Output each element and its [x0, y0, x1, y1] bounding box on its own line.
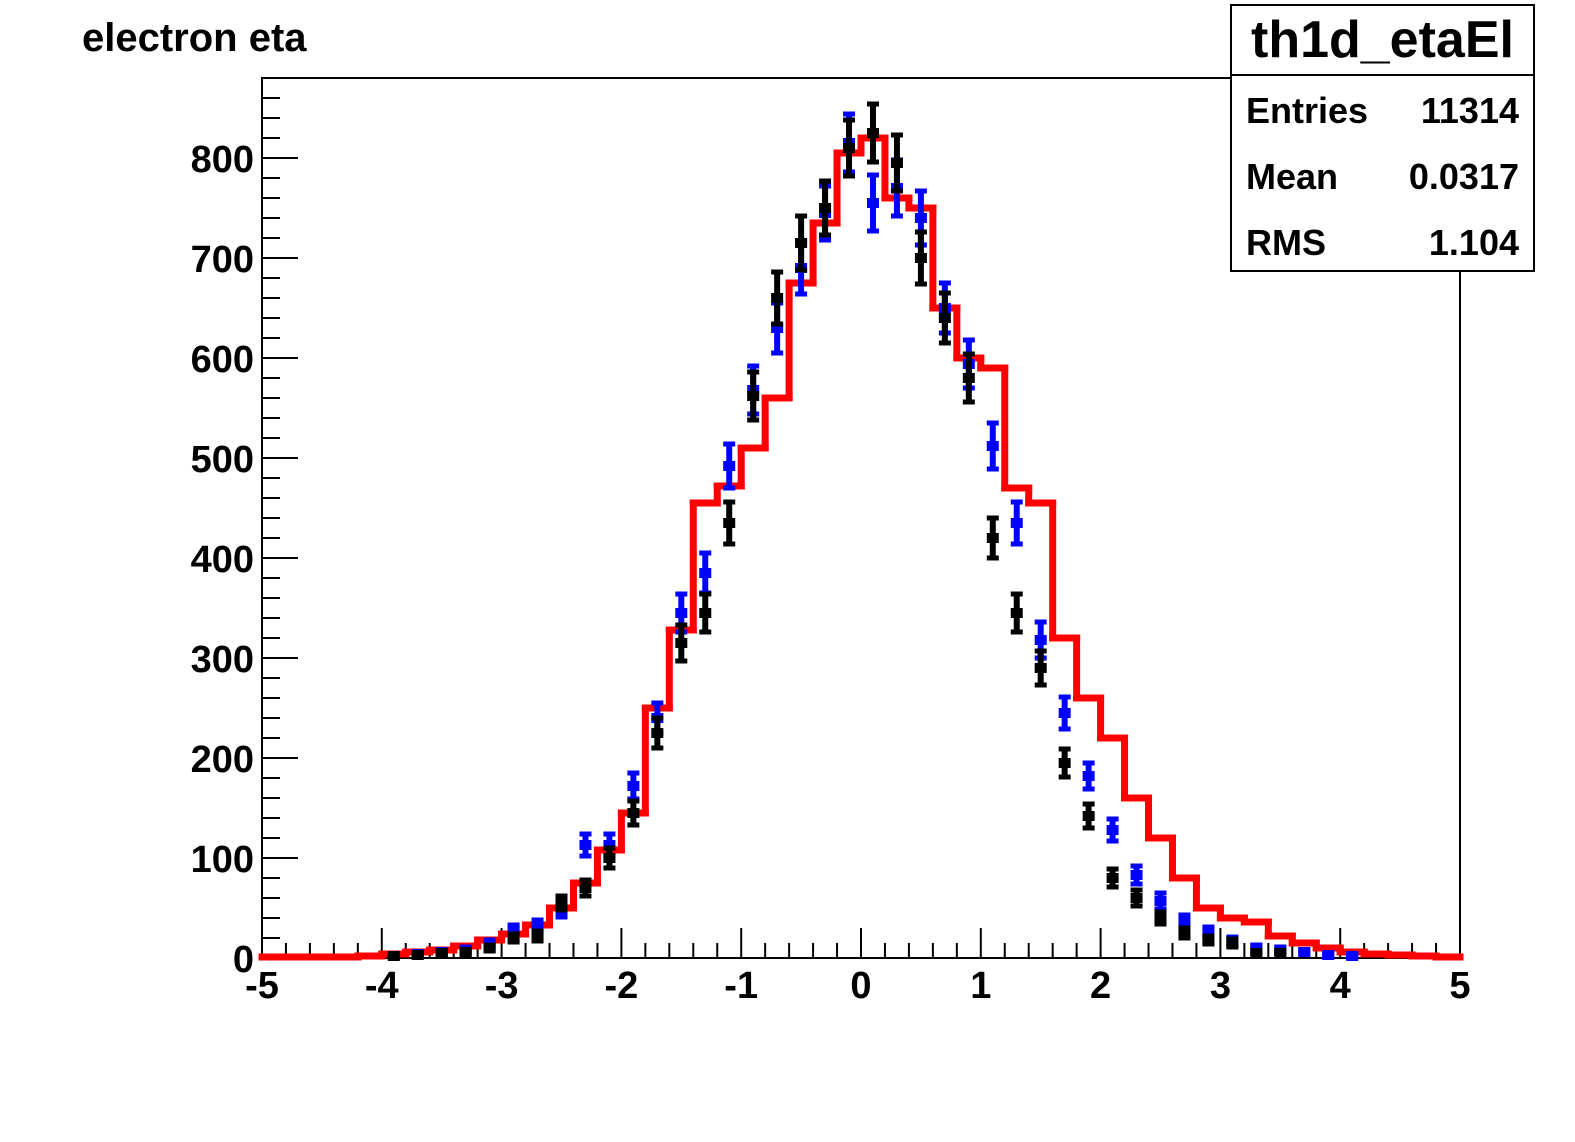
black-data-point — [771, 293, 784, 303]
black-data-point — [1178, 928, 1191, 938]
black-data-point — [866, 128, 879, 138]
y-tick-label: 200 — [191, 739, 254, 781]
blue-data-point — [1178, 916, 1191, 926]
black-data-point — [1106, 873, 1119, 883]
x-tick-label: -3 — [485, 965, 519, 1007]
x-tick-label: 2 — [1090, 965, 1111, 1007]
black-data-point — [699, 608, 712, 618]
x-tick-label: 4 — [1330, 965, 1351, 1007]
blue-data-point — [603, 840, 616, 850]
blue-data-point — [1082, 771, 1095, 781]
black-data-point — [411, 950, 424, 960]
black-data-point — [747, 391, 760, 401]
blue-data-point — [866, 198, 879, 208]
black-data-point — [890, 158, 903, 168]
black-data-point — [579, 883, 592, 893]
blue-data-point — [1298, 947, 1311, 957]
stats-label: Entries — [1246, 90, 1369, 131]
x-tick-label: 0 — [850, 965, 871, 1007]
black-data-point — [723, 518, 736, 528]
black-data-point — [627, 808, 640, 818]
black-data-point — [819, 203, 832, 213]
blue-data-point — [579, 840, 592, 850]
blue-data-point — [1346, 951, 1359, 961]
black-data-point — [1130, 893, 1143, 903]
black-data-point — [1154, 913, 1167, 923]
black-data-point — [1226, 938, 1239, 948]
black-data-point — [435, 948, 448, 958]
black-data-point — [843, 143, 856, 153]
black-data-point — [962, 373, 975, 383]
black-data-point — [483, 943, 496, 953]
stats-box: th1d_etaEl Entries 11314 Mean 0.0317 RMS… — [1230, 4, 1535, 272]
stats-value: 0.0317 — [1408, 156, 1519, 197]
stats-value: 11314 — [1420, 90, 1519, 131]
blue-data-point — [507, 925, 520, 935]
black-data-point — [387, 951, 400, 961]
black-data-point — [603, 853, 616, 863]
black-data-point — [555, 898, 568, 908]
blue-data-point — [1130, 870, 1143, 880]
blue-data-point — [1034, 635, 1047, 645]
y-tick-label: 700 — [191, 239, 254, 281]
blue-data-point — [986, 441, 999, 451]
blue-data-point — [675, 608, 688, 618]
black-data-point — [675, 638, 688, 648]
black-data-point — [531, 931, 544, 941]
blue-data-point — [531, 921, 544, 931]
black-data-point — [1274, 948, 1287, 958]
stats-box-title: th1d_etaEl — [1232, 6, 1533, 76]
x-tick-label: -4 — [365, 965, 399, 1007]
black-data-point — [986, 533, 999, 543]
stats-row-entries: Entries 11314 — [1232, 76, 1533, 142]
stats-label: Mean — [1246, 156, 1339, 197]
black-data-point — [459, 947, 472, 957]
blue-data-point — [1058, 708, 1071, 718]
blue-data-point — [699, 568, 712, 578]
black-data-point — [795, 238, 808, 248]
blue-data-point — [1154, 896, 1167, 906]
black-data-point — [1082, 811, 1095, 821]
blue-data-point — [1202, 927, 1215, 937]
blue-data-point — [771, 323, 784, 333]
x-tick-label: 3 — [1210, 965, 1231, 1007]
y-tick-label: 300 — [191, 639, 254, 681]
x-tick-label: -2 — [605, 965, 639, 1007]
stats-value: 1.104 — [1428, 222, 1519, 263]
blue-data-point — [1322, 950, 1335, 960]
y-tick-label: 600 — [191, 339, 254, 381]
x-tick-label: 1 — [970, 965, 991, 1007]
stats-row-rms: RMS 1.104 — [1232, 208, 1533, 274]
y-tick-label: 0 — [233, 939, 254, 981]
stats-label: RMS — [1246, 222, 1326, 263]
black-data-point — [1034, 663, 1047, 673]
chart-title: electron eta — [82, 16, 307, 60]
black-data-point — [1010, 608, 1023, 618]
y-tick-label: 400 — [191, 539, 254, 581]
blue-data-point — [1010, 518, 1023, 528]
y-tick-label: 800 — [191, 139, 254, 181]
blue-data-point — [723, 461, 736, 471]
black-data-point — [1250, 948, 1263, 958]
blue-data-point — [627, 781, 640, 791]
black-data-point — [1058, 758, 1071, 768]
black-data-point — [1202, 935, 1215, 945]
blue-data-point — [914, 213, 927, 223]
stats-row-mean: Mean 0.0317 — [1232, 142, 1533, 208]
black-data-point — [507, 933, 520, 943]
x-tick-label: 5 — [1449, 965, 1470, 1007]
black-data-point — [651, 728, 664, 738]
x-tick-label: -5 — [245, 965, 279, 1007]
blue-data-point — [1106, 825, 1119, 835]
black-data-point — [914, 253, 927, 263]
black-data-point — [938, 313, 951, 323]
y-tick-label: 500 — [191, 439, 254, 481]
y-tick-label: 100 — [191, 839, 254, 881]
x-tick-label: -1 — [724, 965, 758, 1007]
